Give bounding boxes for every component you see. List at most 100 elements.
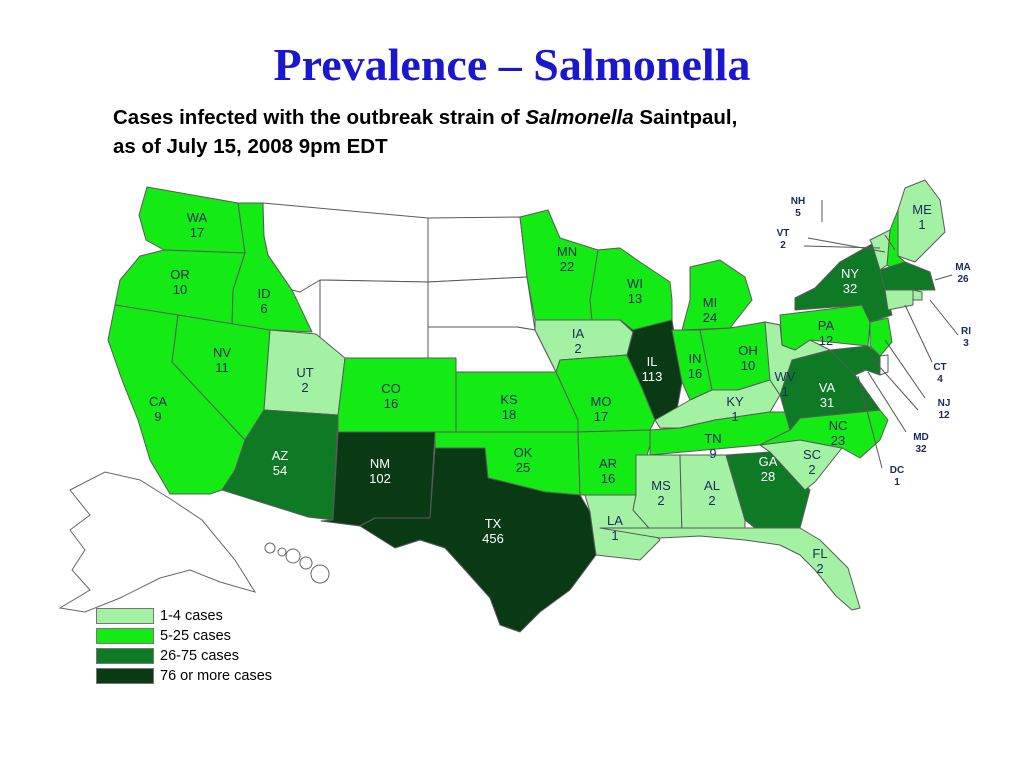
legend-label: 1-4 cases	[160, 608, 223, 624]
state-tx	[359, 447, 597, 633]
legend-swatch	[96, 628, 154, 644]
subtitle-text: Cases infected with the outbreak strain …	[113, 106, 526, 129]
legend-swatch	[96, 668, 154, 684]
leader-line	[884, 339, 926, 399]
state-cases-il: 113	[642, 369, 663, 384]
state-label-ma: MA	[955, 262, 971, 273]
state-cases-nv: 11	[215, 360, 229, 375]
state-label-ok: OK	[514, 445, 533, 460]
state-cases-dc: 1	[894, 477, 900, 488]
map-subtitle: Cases infected with the outbreak strain …	[113, 103, 933, 161]
state-cases-pa: 12	[819, 333, 833, 348]
state-cases-al: 2	[708, 493, 715, 508]
state-label-mo: MO	[591, 394, 612, 409]
legend-swatch	[96, 608, 154, 624]
state-label-al: AL	[704, 478, 720, 493]
state-label-ar: AR	[599, 456, 617, 471]
state-label-wa: WA	[187, 210, 208, 225]
state-cases-az: 54	[273, 463, 287, 478]
state-hi-island	[310, 564, 330, 584]
state-label-nh: NH	[791, 196, 805, 207]
state-label-ky: KY	[726, 394, 744, 409]
state-label-mn: MN	[557, 244, 577, 259]
state-label-ks: KS	[500, 392, 518, 407]
state-label-ia: IA	[572, 326, 585, 341]
state-cases-or: 10	[173, 282, 187, 297]
state-cases-mn: 22	[560, 259, 574, 274]
state-label-nv: NV	[213, 345, 231, 360]
state-cases-ms: 2	[657, 493, 664, 508]
state-label-tn: TN	[704, 431, 721, 446]
state-label-mi: MI	[703, 295, 717, 310]
state-label-ca: CA	[149, 394, 167, 409]
state-ak	[58, 471, 257, 613]
state-cases-md: 32	[915, 444, 927, 455]
state-label-ga: GA	[759, 454, 778, 469]
state-cases-wi: 13	[628, 291, 642, 306]
legend-item: 5-25 cases	[96, 626, 272, 646]
state-cases-ks: 18	[502, 407, 516, 422]
legend-item: 76 or more cases	[96, 666, 272, 686]
state-wy	[319, 279, 429, 359]
state-cases-in: 16	[688, 366, 702, 381]
state-label-ny: NY	[841, 266, 859, 281]
state-cases-wv: 1	[781, 384, 788, 399]
state-cases-oh: 10	[741, 358, 755, 373]
state-cases-tx: 456	[482, 531, 504, 546]
subtitle-text-post: Saintpaul,	[633, 106, 738, 129]
state-cases-tn: 9	[709, 446, 716, 461]
leader-line	[869, 355, 919, 411]
state-label-az: AZ	[272, 448, 289, 463]
state-hi-island	[285, 548, 301, 564]
state-label-dc: DC	[890, 465, 904, 476]
state-sd	[427, 276, 536, 331]
legend-label: 5-25 cases	[160, 628, 231, 644]
state-label-ri: RI	[961, 326, 971, 337]
state-ri	[912, 289, 923, 301]
leader-line	[857, 375, 883, 469]
state-cases-mo: 17	[594, 409, 608, 424]
state-label-in: IN	[689, 351, 702, 366]
state-label-la: LA	[607, 513, 623, 528]
state-cases-sc: 2	[808, 462, 815, 477]
state-ct	[884, 289, 914, 311]
state-cases-ky: 1	[731, 409, 738, 424]
state-label-ct: CT	[933, 362, 946, 373]
state-cases-va: 31	[820, 395, 834, 410]
state-cases-id: 6	[260, 301, 267, 316]
subtitle-italic: Salmonella	[525, 106, 634, 129]
state-cases-ut: 2	[301, 380, 308, 395]
state-az	[221, 409, 339, 521]
state-cases-ga: 28	[761, 469, 775, 484]
state-cases-vt: 2	[780, 240, 786, 251]
state-cases-me: 1	[918, 217, 925, 232]
state-cases-ri: 3	[963, 338, 969, 349]
leader-line	[884, 234, 896, 251]
state-cases-co: 16	[384, 396, 398, 411]
state-mt	[262, 202, 429, 293]
state-mi	[681, 259, 753, 331]
state-nd	[427, 216, 528, 283]
state-label-wi: WI	[627, 276, 643, 291]
state-label-pa: PA	[818, 318, 835, 333]
leader-line	[807, 237, 886, 253]
legend-label: 76 or more cases	[160, 668, 273, 684]
state-label-sc: SC	[803, 447, 821, 462]
state-nj	[869, 317, 893, 357]
state-cases-ct: 4	[937, 374, 943, 385]
state-label-ms: MS	[651, 478, 671, 493]
state-hi-island	[277, 547, 287, 557]
map-legend: 1-4 cases 5-25 cases 26-75 cases 76 or more…	[96, 606, 272, 686]
subtitle-date: as of July 15, 2008 9pm EDT	[113, 135, 388, 158]
leader-line	[904, 304, 933, 363]
state-label-nc: NC	[829, 418, 848, 433]
state-cases-fl: 2	[816, 561, 823, 576]
state-hi-island	[299, 556, 313, 570]
legend-swatch	[96, 648, 154, 664]
state-cases-ia: 2	[574, 341, 581, 356]
state-label-nj: NJ	[938, 398, 951, 409]
state-label-id: ID	[258, 286, 271, 301]
state-fl	[599, 527, 861, 611]
state-cases-la: 1	[611, 528, 618, 543]
state-label-vt: VT	[777, 228, 790, 239]
